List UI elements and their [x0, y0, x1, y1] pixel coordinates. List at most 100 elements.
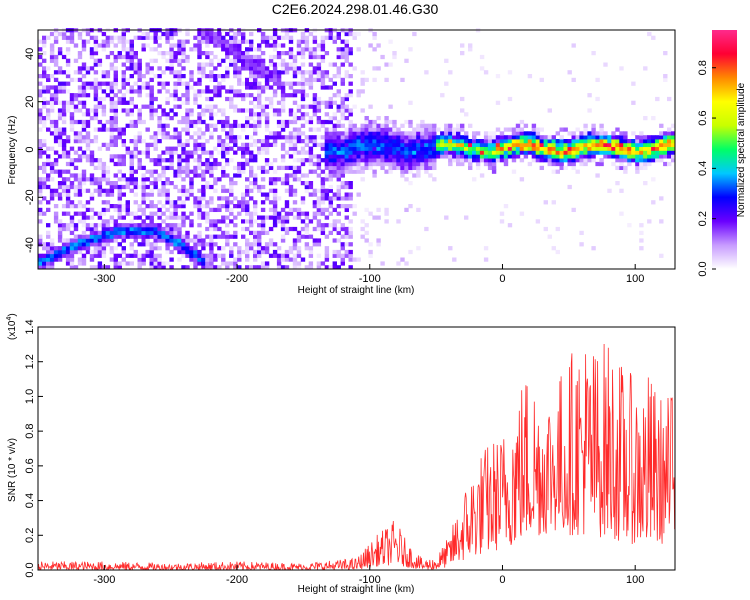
spectrogram-cell: [109, 188, 115, 193]
spectrogram-cell: [38, 47, 43, 52]
spectrogram-cell: [472, 177, 477, 182]
spectrogram-cell: [165, 249, 170, 255]
spectrogram-cell: [264, 169, 270, 174]
spectrogram-cell: [109, 81, 115, 86]
spectrogram-cell: [432, 139, 437, 144]
spectrogram-cell: [145, 234, 150, 239]
spectrogram-cell: [85, 81, 91, 86]
spectrogram-cell: [61, 31, 67, 37]
spectrogram-cell: [77, 135, 83, 140]
spectrogram-cell: [416, 169, 421, 174]
spectrogram-cell: [197, 238, 202, 243]
spectrogram-cell: [93, 104, 99, 109]
spectrogram-cell: [336, 249, 341, 255]
spectrogram-cell: [73, 70, 79, 75]
spectrogram-cell: [185, 89, 190, 94]
spectrogram-cell: [117, 89, 122, 94]
spectrogram-cell: [129, 242, 134, 247]
spectrogram-cell: [464, 142, 469, 148]
spectrogram-cell: [615, 181, 620, 186]
spectrogram-cell: [42, 196, 47, 201]
spectrogram-cell: [145, 204, 150, 209]
spectrogram-cell: [201, 119, 206, 125]
spectrogram-cell: [460, 154, 465, 159]
spectrogram-cell: [272, 47, 278, 52]
spectrogram-x-tick-label: -300: [93, 273, 115, 285]
spectrogram-cell: [149, 226, 154, 232]
spectrogram-cell: [49, 196, 55, 201]
spectrogram-cell: [117, 135, 122, 140]
spectrogram-cell: [555, 139, 560, 144]
spectrogram-cell: [448, 139, 453, 144]
spectrogram-cell: [312, 200, 318, 205]
spectrogram-cell: [197, 165, 202, 171]
spectrogram-cell: [440, 131, 445, 136]
spectrogram-cell: [563, 158, 568, 163]
spectrogram-cell: [320, 135, 326, 140]
spectrogram-cell: [213, 207, 218, 213]
spectrogram-cell: [177, 104, 182, 109]
spectrogram-cell: [93, 39, 99, 44]
spectrogram-cell: [81, 215, 87, 220]
spectrogram-cell: [472, 146, 477, 151]
spectrogram-cell: [81, 211, 87, 216]
spectrogram-cell: [189, 169, 194, 174]
spectrogram-cell: [221, 112, 226, 117]
spectrogram-cell: [185, 139, 190, 144]
spectrogram-cell: [189, 181, 194, 186]
spectrogram-cell: [639, 154, 644, 159]
spectrogram-cell: [161, 192, 166, 197]
spectrogram-cell: [249, 215, 254, 220]
spectrogram-cell: [177, 257, 182, 262]
spectrogram-cell: [65, 196, 71, 201]
spectrogram-cell: [213, 265, 218, 270]
spectrogram-cell: [424, 123, 429, 128]
spectrogram-y-axis-label: Frequency (Hz): [7, 116, 18, 185]
spectrogram-cell: [193, 238, 198, 243]
spectrogram-cell: [125, 47, 130, 52]
spectrogram-cell: [324, 253, 330, 258]
spectrogram-x-tick-label: -200: [226, 273, 248, 285]
spectrogram-cell: [157, 246, 162, 251]
spectrogram-cell: [177, 158, 182, 163]
spectrogram-cell: [53, 96, 59, 102]
snr-x-ticks: -300 -200 -100 0 100: [93, 565, 644, 586]
spectrogram-cell: [197, 135, 202, 140]
spectrogram-cell: [213, 89, 218, 94]
spectrogram-cell: [205, 43, 210, 48]
spectrogram-x-axis-label: Height of straight line (km): [298, 285, 415, 296]
spectrogram-cell: [229, 47, 234, 52]
spectrogram-cell: [288, 249, 294, 255]
spectrogram-cell: [336, 123, 341, 128]
spectrogram-cell: [249, 265, 254, 270]
spectrogram-cell: [328, 116, 333, 121]
spectrogram-cell: [101, 108, 107, 113]
spectrogram-cell: [332, 142, 337, 148]
spectrogram-cell: [237, 161, 242, 167]
spectrogram-cell: [452, 131, 457, 136]
spectrogram-cell: [408, 131, 413, 136]
spectrogram-x-tick-label: 0: [499, 273, 505, 285]
spectrogram-cell: [65, 35, 71, 40]
spectrogram-cell: [292, 131, 298, 136]
spectrogram-cell: [456, 135, 461, 140]
spectrogram-cell: [372, 123, 377, 128]
spectrogram-cell: [157, 226, 162, 232]
spectrogram-cell: [296, 131, 302, 136]
spectrogram-cell: [149, 246, 154, 251]
spectrogram-cell: [356, 161, 361, 167]
spectrogram-cell: [464, 150, 469, 155]
spectrogram-cell: [93, 181, 99, 186]
spectrogram-cell: [61, 169, 67, 174]
spectrogram-cell: [233, 70, 238, 75]
spectrogram-cell: [217, 196, 222, 201]
spectrogram-cell: [42, 181, 47, 186]
spectrogram-cell: [177, 165, 182, 171]
spectrogram-cell: [519, 158, 525, 163]
spectrogram-cell: [551, 139, 556, 144]
spectrogram-cell: [260, 31, 266, 37]
spectrogram-cell: [89, 265, 95, 270]
spectrogram-cell: [157, 51, 162, 56]
spectrogram-cell: [651, 135, 656, 140]
spectrogram-cell: [81, 89, 87, 94]
